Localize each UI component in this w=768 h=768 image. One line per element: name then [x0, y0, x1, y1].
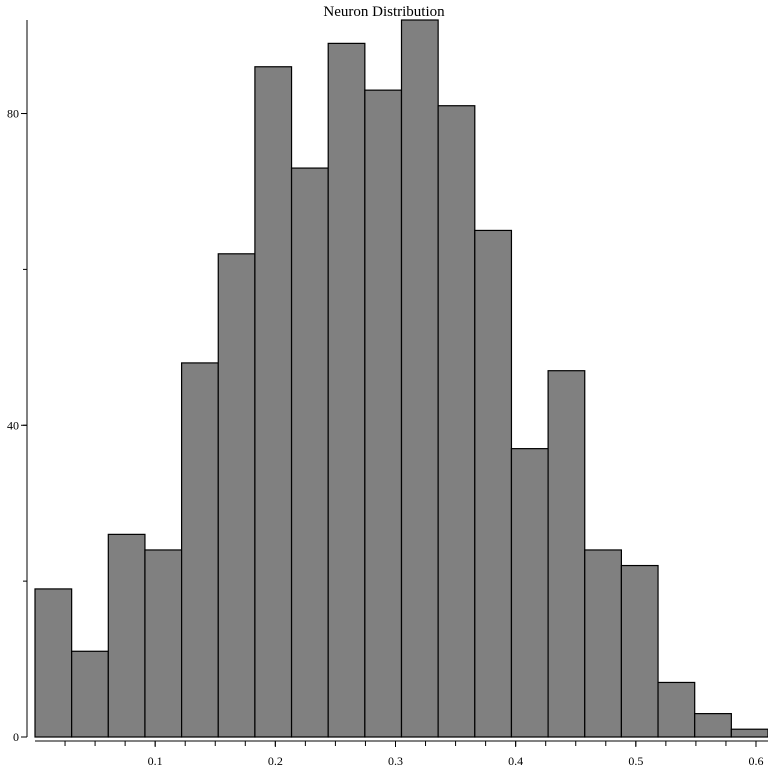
- x-tick-label: 0.6: [748, 754, 763, 768]
- y-axis: 0 40 80: [7, 20, 28, 744]
- histogram-bar: [620, 564, 659, 738]
- chart-title: Neuron Distribution: [323, 4, 445, 20]
- x-tick-label: 0.4: [508, 754, 523, 768]
- histogram-bar: [584, 549, 623, 738]
- histogram-bar: [657, 681, 696, 738]
- x-tick-label: 0.1: [148, 754, 163, 768]
- histogram-bar: [290, 167, 329, 738]
- y-tick-label: 40: [7, 418, 19, 432]
- histogram-bar: [400, 19, 439, 738]
- bars-group: [34, 19, 768, 738]
- x-axis: 0.1 0.2 0.3 0.4 0.5 0.6: [35, 740, 768, 768]
- histogram-bar: [327, 42, 366, 738]
- histogram-bar: [730, 728, 768, 738]
- histogram-bar: [181, 362, 219, 738]
- y-tick-label: 0: [13, 730, 19, 744]
- histogram-bar: [437, 105, 476, 738]
- histogram-bar: [217, 253, 256, 738]
- histogram-bar: [71, 650, 109, 738]
- histogram-bar: [510, 448, 549, 738]
- histogram-bar: [474, 229, 513, 738]
- histogram-bar: [144, 549, 183, 738]
- histogram-bar: [254, 66, 293, 738]
- histogram-bar: [694, 713, 732, 738]
- histogram-bar: [547, 370, 586, 738]
- x-tick-label: 0.5: [628, 754, 643, 768]
- y-tick-label: 80: [7, 107, 19, 121]
- histogram-bar: [364, 89, 403, 738]
- x-tick-label: 0.2: [268, 754, 283, 768]
- histogram-bar: [107, 533, 146, 738]
- x-tick-label: 0.3: [388, 754, 403, 768]
- histogram-bar: [34, 588, 73, 738]
